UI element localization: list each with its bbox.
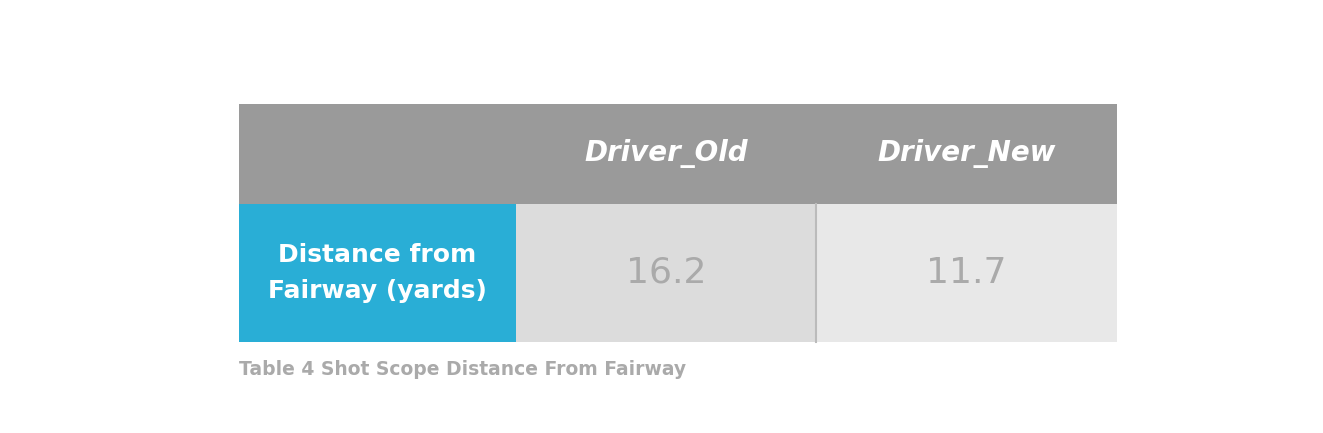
Text: 16.2: 16.2	[626, 256, 706, 290]
Text: 11.7: 11.7	[926, 256, 1007, 290]
Text: Driver_New: Driver_New	[877, 139, 1056, 168]
Bar	[239, 204, 516, 342]
Text: Driver_Old: Driver_Old	[585, 139, 747, 168]
Text: Distance from
Fairway (yards): Distance from Fairway (yards)	[269, 243, 487, 303]
Bar	[516, 204, 816, 342]
Bar	[239, 103, 1117, 204]
Bar	[816, 204, 1117, 342]
Text: Table 4 Shot Scope Distance From Fairway: Table 4 Shot Scope Distance From Fairway	[239, 360, 687, 379]
